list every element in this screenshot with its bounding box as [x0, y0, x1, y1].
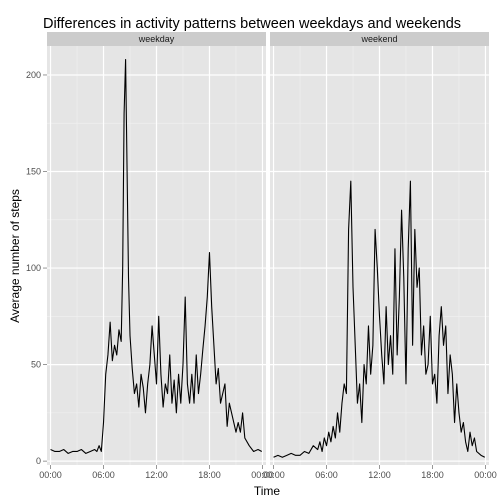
y-axis-title: Average number of steps: [8, 189, 22, 323]
x-tick-label: 06:00: [315, 470, 338, 480]
x-tick-label: 12:00: [145, 470, 168, 480]
series-line-weekend: [273, 180, 486, 458]
strip-label-weekday: weekday: [138, 34, 175, 44]
y-tick-label: 100: [26, 263, 41, 273]
x-tick-label: 00:00: [251, 470, 274, 480]
panel-weekend: weekend 00:00 06:00 12:00 18:00 00:00: [262, 32, 497, 480]
x-tick-label: 18:00: [421, 470, 444, 480]
strip-background: [270, 32, 489, 46]
x-tick-label: 18:00: [198, 470, 221, 480]
strip-background: [47, 32, 266, 46]
y-tick-label: 200: [26, 70, 41, 80]
strip-label-weekend: weekend: [360, 34, 397, 44]
chart-title: Differences in activity patterns between…: [43, 16, 461, 32]
x-axis-title: Time: [254, 484, 281, 498]
y-tick-label: 150: [26, 167, 41, 177]
series-line-weekday: [50, 58, 263, 454]
y-tick-label: 50: [31, 360, 41, 370]
y-tick-label: 0: [36, 456, 41, 466]
x-tick-label: 00:00: [262, 470, 285, 480]
panels-layer: weekday 00:00 06:00 12:00 18:00 00:00 weekend 0…: [39, 32, 497, 480]
y-axis: 0 50 100 150 200: [26, 70, 47, 466]
x-tick-label: 06:00: [92, 470, 115, 480]
x-tick-label: 12:00: [368, 470, 391, 480]
x-tick-label: 00:00: [474, 470, 497, 480]
panel-weekday: weekday 00:00 06:00 12:00 18:00 00:00: [39, 32, 274, 480]
x-tick-label: 00:00: [39, 470, 62, 480]
